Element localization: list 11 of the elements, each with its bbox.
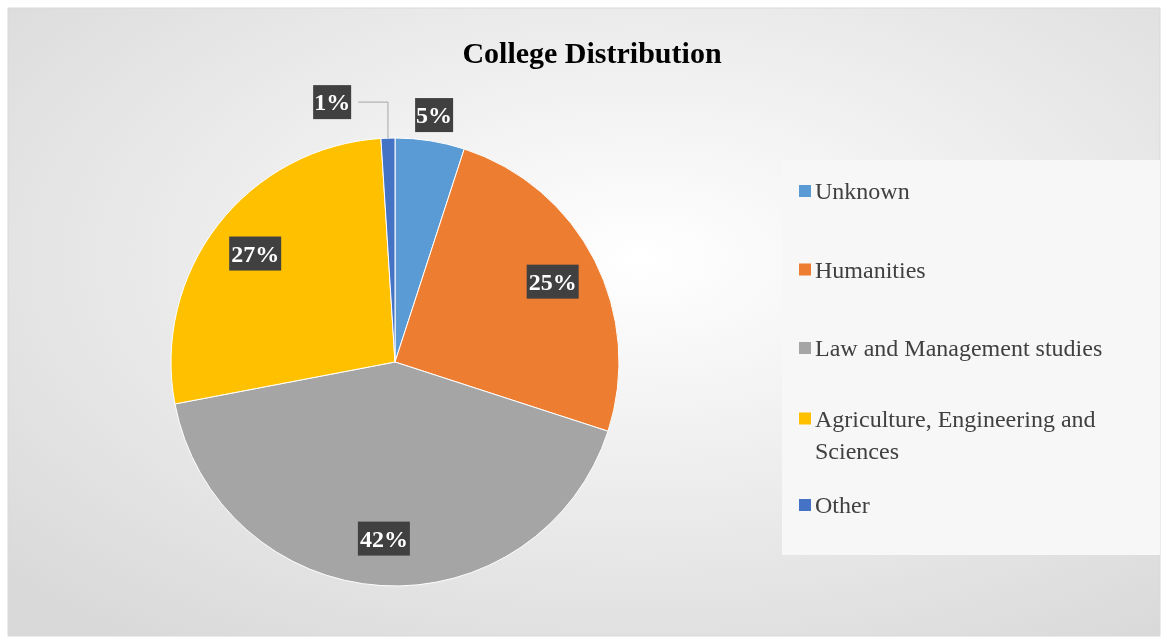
data-label: 25% (528, 268, 577, 295)
data-label: 5% (416, 102, 453, 129)
data-label: 27% (231, 240, 280, 267)
data-label: 42% (359, 525, 408, 552)
chart-title: College Distribution (462, 35, 722, 69)
legend-label: Unknown (815, 178, 910, 204)
legend-label: Agriculture, Engineering and Sciences (815, 405, 1096, 464)
data-label: 1% (314, 89, 351, 116)
legend-label: Other (815, 492, 870, 518)
legend-label: Humanities (815, 256, 926, 283)
legend-label: Law and Management studies (815, 335, 1103, 361)
